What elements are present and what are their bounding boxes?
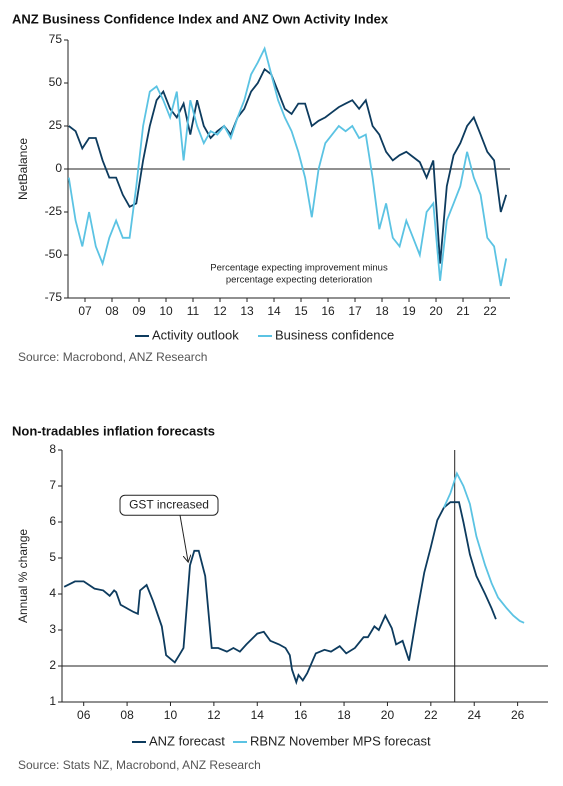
x-tick-label: 16 (321, 304, 335, 318)
y-tick-label: 1 (49, 694, 56, 708)
x-tick-label: 20 (429, 304, 443, 318)
series-line (67, 46, 508, 287)
x-tick-label: 07 (78, 304, 92, 318)
y-tick-label: -50 (45, 247, 63, 261)
series-line (68, 67, 508, 264)
legend-label: RBNZ November MPS forecast (250, 733, 431, 748)
legend-label: Activity outlook (152, 327, 239, 342)
x-tick-label: 10 (164, 708, 178, 722)
x-tick-label: 06 (77, 708, 91, 722)
y-tick-label: -75 (45, 290, 63, 304)
y-tick-label: 25 (49, 118, 63, 132)
legend-label: Business confidence (275, 327, 394, 342)
chart-title: ANZ Business Confidence Index and ANZ Ow… (12, 11, 389, 26)
x-tick-label: 20 (381, 708, 395, 722)
x-tick-label: 26 (511, 708, 525, 722)
y-tick-label: 50 (49, 75, 63, 89)
x-tick-label: 15 (294, 304, 308, 318)
y-tick-label: 5 (49, 550, 56, 564)
annotation: percentage expecting deterioration (226, 275, 372, 286)
series-line (443, 471, 525, 624)
annotation-arrow (179, 515, 188, 561)
x-tick-label: 18 (375, 304, 389, 318)
y-tick-label: -25 (45, 204, 63, 218)
annotation: Percentage expecting improvement minus (210, 263, 388, 274)
annotation-box (119, 494, 219, 516)
y-axis-label: NetBalance (16, 138, 30, 200)
y-tick-label: 8 (49, 442, 56, 456)
y-axis-label: Annual % change (16, 529, 30, 623)
x-tick-label: 11 (187, 304, 200, 318)
chart-title: Non-tradables inflation forecasts (12, 423, 215, 438)
x-tick-label: 21 (456, 304, 470, 318)
y-tick-label: 3 (49, 622, 56, 636)
y-tick-label: 7 (49, 478, 56, 492)
x-tick-label: 12 (207, 708, 221, 722)
x-tick-label: 14 (251, 708, 265, 722)
x-tick-label: 17 (348, 304, 362, 318)
x-tick-label: 19 (402, 304, 416, 318)
x-tick-label: 22 (483, 304, 497, 318)
legend-label: ANZ forecast (149, 733, 225, 748)
x-tick-label: 12 (213, 304, 227, 318)
series-line (63, 501, 497, 686)
source: Source: Stats NZ, Macrobond, ANZ Researc… (18, 758, 261, 772)
x-tick-label: 13 (240, 304, 254, 318)
x-tick-label: 16 (294, 708, 308, 722)
x-tick-label: 18 (337, 708, 351, 722)
x-tick-label: 09 (132, 304, 146, 318)
x-tick-label: 24 (468, 708, 482, 722)
x-tick-label: 14 (267, 304, 281, 318)
x-tick-label: 22 (424, 708, 438, 722)
source: Source: Macrobond, ANZ Research (18, 350, 207, 364)
y-tick-label: 0 (55, 161, 62, 175)
y-tick-label: 2 (49, 658, 56, 672)
y-tick-label: 75 (49, 32, 63, 46)
y-tick-label: 6 (49, 514, 56, 528)
x-tick-label: 10 (159, 304, 173, 318)
annotation: GST increased (129, 497, 209, 511)
x-tick-label: 08 (105, 304, 119, 318)
y-tick-label: 4 (49, 586, 56, 600)
x-tick-label: 08 (120, 708, 134, 722)
